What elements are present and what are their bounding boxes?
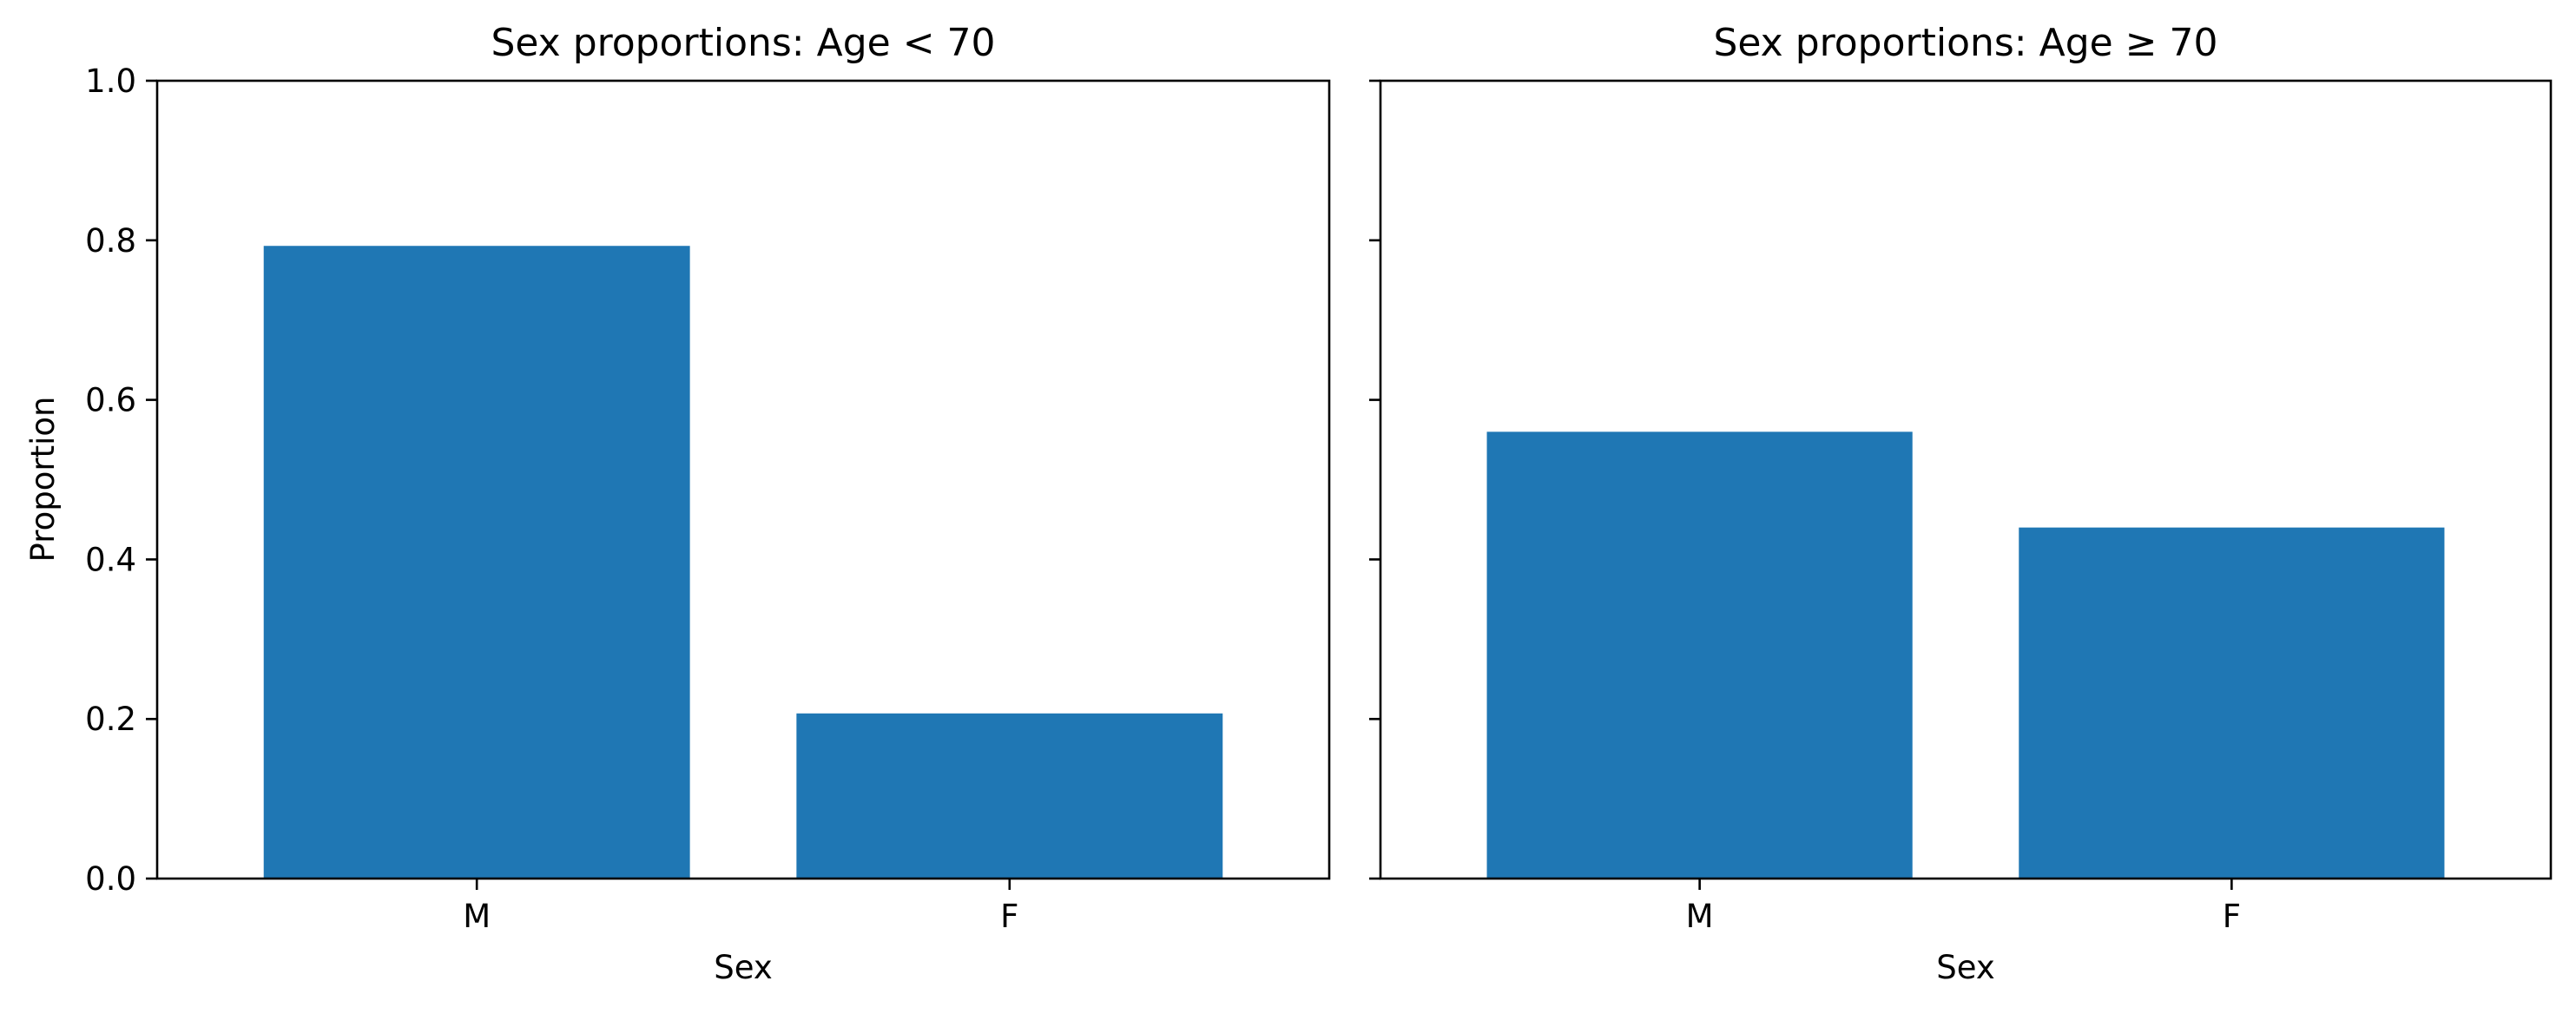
axes-frame xyxy=(155,79,1331,880)
bars-group xyxy=(1486,431,2445,879)
bars-group xyxy=(263,246,1223,879)
x-tick-label: F xyxy=(1000,898,1018,935)
y-tick-label: 0.2 xyxy=(85,701,136,738)
y-tick-label: 0.4 xyxy=(85,541,136,578)
x-tick-label: F xyxy=(2223,898,2241,935)
axes-frame xyxy=(1379,79,2553,880)
y-axis-ticks: 0.0 0.2 0.4 0.6 0.8 1.0 xyxy=(85,63,157,898)
x-tick-label: M xyxy=(1686,898,1714,935)
y-tick-label: 0.0 xyxy=(85,860,136,898)
chart-panel-age-under-70: Sex proportions: Age < 70 0.00.20.40.60.… xyxy=(24,21,1331,986)
x-axis-label: Sex xyxy=(714,949,773,986)
bar-m xyxy=(263,246,690,879)
y-axis-ticks xyxy=(1369,79,1380,880)
bar-f xyxy=(2019,527,2445,879)
chart-title: Sex proportions: Age < 70 xyxy=(491,21,995,65)
y-axis-label: Proportion xyxy=(24,397,62,563)
chart-title: Sex proportions: Age ≥ 70 xyxy=(1713,21,2217,65)
bar-f xyxy=(796,713,1223,879)
x-tick-label: M xyxy=(463,898,491,935)
y-tick-label: 1.0 xyxy=(85,63,136,100)
y-tick-label: 0.8 xyxy=(85,222,136,260)
x-axis-label: Sex xyxy=(1936,949,1995,986)
bar-m xyxy=(1486,431,1913,879)
y-tick-label: 0.6 xyxy=(85,382,136,419)
